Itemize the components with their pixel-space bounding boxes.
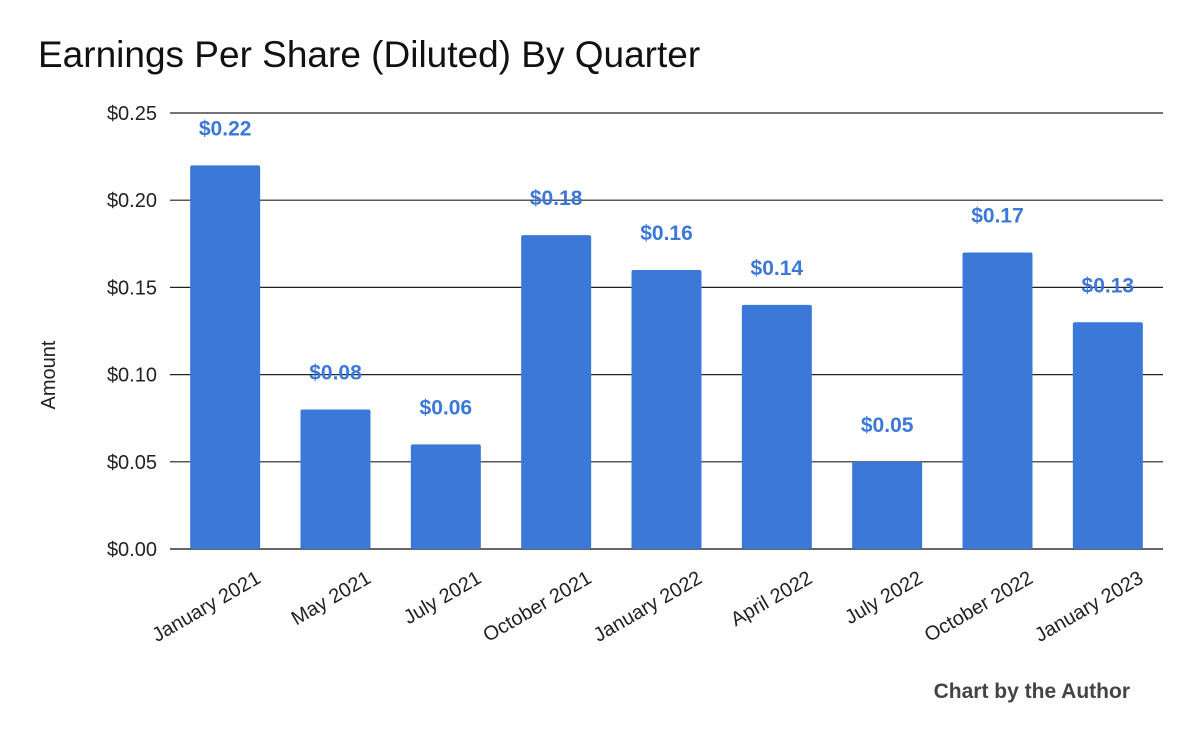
x-tick-label: July 2022: [841, 567, 926, 629]
y-tick-label: $0.05: [107, 452, 157, 474]
x-tick-label: October 2021: [479, 567, 595, 647]
y-axis-label: Amount: [38, 340, 60, 409]
y-axis-ticks: $0.00 $0.05 $0.10 $0.15 $0.20 $0.25: [107, 103, 157, 561]
bar: [1072, 322, 1143, 549]
x-tick-label: January 2022: [590, 567, 706, 647]
data-label: $0.13: [1082, 274, 1135, 297]
x-tick-label: May 2021: [288, 567, 375, 630]
y-tick-label: $0.20: [107, 190, 157, 212]
data-label: $0.22: [199, 117, 252, 140]
data-label: $0.16: [640, 222, 693, 245]
bar: [190, 165, 261, 549]
bar: [521, 235, 592, 549]
data-label: $0.08: [309, 361, 362, 384]
data-label: $0.05: [861, 414, 914, 437]
y-tick-label: $0.10: [107, 365, 157, 387]
y-tick-label: $0.15: [107, 277, 157, 299]
x-tick-label: January 2023: [1031, 567, 1147, 647]
data-labels: $0.22 $0.08 $0.06 $0.18 $0.16 $0.14 $0.05 $0.17…: [199, 117, 1134, 436]
x-tick-label: January 2021: [148, 567, 264, 647]
y-tick-label: $0.00: [107, 539, 157, 561]
bar: [300, 409, 371, 549]
x-tick-label: October 2022: [921, 567, 1037, 647]
data-label: $0.06: [420, 396, 473, 419]
bars: [190, 165, 1143, 549]
bar: [852, 461, 923, 549]
chart-credit: Chart by the Author: [933, 680, 1130, 703]
chart-title: Earnings Per Share (Diluted) By Quarter: [38, 34, 701, 75]
data-label: $0.17: [971, 205, 1024, 228]
bar: [741, 304, 812, 549]
bar: [631, 269, 702, 549]
data-label: $0.18: [530, 187, 583, 210]
bar: [410, 444, 481, 549]
bar: [962, 252, 1033, 549]
y-tick-label: $0.25: [107, 103, 157, 125]
x-tick-label: July 2021: [400, 567, 485, 629]
data-label: $0.14: [751, 257, 804, 280]
x-tick-label: April 2022: [727, 567, 816, 631]
